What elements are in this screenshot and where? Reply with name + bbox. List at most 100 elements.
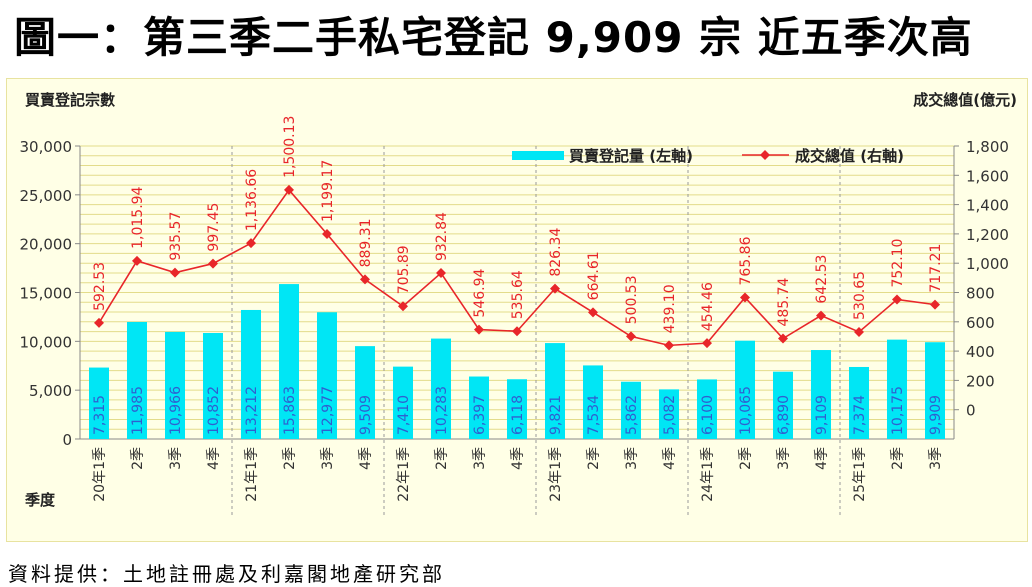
source-note: 資料提供：土地註冊處及利嘉閣地產研究部	[8, 562, 445, 586]
bar	[203, 333, 223, 439]
line-label: 705.89	[396, 245, 412, 294]
bar-label: 6,100	[700, 395, 716, 435]
bar	[469, 376, 489, 439]
combo-chart: 0 5,000 10,000 15,000 20,000 25,000 30,000 0 200…	[20, 91, 1017, 517]
line-label: 932.84	[434, 212, 450, 261]
line-marker	[94, 317, 104, 328]
line-marker	[474, 324, 484, 335]
category-label: 24年1季	[700, 447, 716, 502]
line-label: 1,500.13	[282, 116, 298, 178]
line-marker	[892, 294, 902, 305]
category-label: 4季	[510, 447, 526, 470]
line-marker	[512, 326, 522, 337]
category-label: 2季	[282, 447, 298, 470]
category-label: 2季	[738, 447, 754, 470]
line-marker	[702, 338, 712, 349]
line-marker	[322, 229, 332, 240]
bar-label: 10,065	[738, 386, 754, 435]
legend-line-label: 成交總值 (右軸)	[795, 147, 904, 165]
bar	[317, 312, 337, 439]
bar	[849, 366, 869, 439]
category-label: 4季	[662, 447, 678, 470]
right-tick-label: 1,600	[966, 167, 1009, 185]
line-label: 530.65	[852, 271, 868, 320]
line-label: 826.34	[548, 228, 564, 277]
bar	[127, 321, 147, 439]
line-marker	[778, 333, 788, 344]
bar-label: 10,852	[206, 386, 222, 435]
bar-label: 10,966	[168, 386, 184, 435]
line-label: 765.86	[738, 236, 754, 285]
bar-label: 6,118	[510, 395, 526, 435]
left-tick-label: 0	[62, 431, 72, 449]
bar	[393, 366, 413, 439]
bar	[165, 331, 185, 439]
line-label: 1,199.17	[320, 160, 336, 222]
bar-label: 5,862	[624, 395, 640, 435]
bar	[507, 379, 527, 439]
legend-bar-label: 買賣登記量 (左軸)	[569, 147, 693, 165]
category-label: 2季	[434, 447, 450, 470]
x-axis-title: 季度	[25, 491, 56, 509]
bar	[431, 338, 451, 439]
bar	[241, 309, 261, 439]
category-label: 2季	[130, 447, 146, 470]
bar-label: 7,315	[92, 395, 108, 435]
line-marker	[930, 299, 940, 310]
line-label: 889.31	[358, 218, 374, 267]
line-label: 535.64	[510, 270, 526, 319]
bar-label: 10,283	[434, 386, 450, 435]
bar-label: 7,410	[396, 395, 412, 435]
bar-label: 9,821	[548, 395, 564, 435]
bar	[887, 339, 907, 439]
line-marker	[740, 292, 750, 303]
bar-label: 9,509	[358, 395, 374, 435]
line-marker	[360, 274, 370, 285]
bar-label: 10,175	[890, 386, 906, 435]
line-marker	[284, 184, 294, 195]
right-tick-label: 1,200	[966, 226, 1009, 244]
line-marker	[626, 331, 636, 342]
right-axis-title: 成交總值(億元)	[913, 91, 1017, 109]
category-label: 3季	[168, 447, 184, 470]
left-axis-title: 買賣登記宗數	[25, 91, 115, 109]
line-label: 664.61	[586, 251, 602, 300]
category-label: 3季	[624, 447, 640, 470]
right-tick-label: 1,400	[966, 197, 1009, 215]
bar	[545, 343, 565, 439]
right-tick-label: 600	[966, 314, 995, 332]
category-label: 23年1季	[548, 447, 564, 502]
right-tick-label: 400	[966, 343, 995, 361]
category-label: 4季	[814, 447, 830, 470]
category-label: 4季	[358, 447, 374, 470]
line-label: 500.53	[624, 275, 640, 324]
category-label: 25年1季	[852, 447, 868, 502]
left-tick-label: 25,000	[20, 187, 73, 205]
left-tick-label: 30,000	[20, 138, 73, 156]
line-marker	[436, 268, 446, 279]
bar-label: 6,397	[472, 395, 488, 435]
line-label: 454.46	[700, 282, 716, 331]
line-marker	[854, 326, 864, 337]
bar-label: 13,212	[244, 386, 260, 435]
bar-label: 12,977	[320, 386, 336, 435]
right-tick-label: 1,000	[966, 255, 1009, 273]
line-label: 752.10	[890, 239, 906, 288]
line-marker	[170, 267, 180, 278]
line-marker	[664, 340, 674, 351]
bar-label: 7,374	[852, 395, 868, 435]
line-label: 717.21	[928, 244, 944, 293]
line-marker	[550, 283, 560, 294]
line-marker	[246, 238, 256, 249]
bar-label: 5,082	[662, 395, 678, 435]
line-marker	[208, 258, 218, 269]
bar	[925, 342, 945, 439]
line-label: 485.74	[776, 277, 792, 326]
chart-title: 圖一：第三季二手私宅登記 9,909 宗 近五季次高	[14, 13, 973, 62]
category-label: 2季	[890, 447, 906, 470]
chart-area: 0 5,000 10,000 15,000 20,000 25,000 30,000 0 200…	[6, 78, 1028, 542]
bar-label: 9,109	[814, 395, 830, 435]
line-marker	[132, 255, 142, 266]
legend-bar-swatch	[512, 151, 564, 160]
bar-label: 7,534	[586, 395, 602, 435]
